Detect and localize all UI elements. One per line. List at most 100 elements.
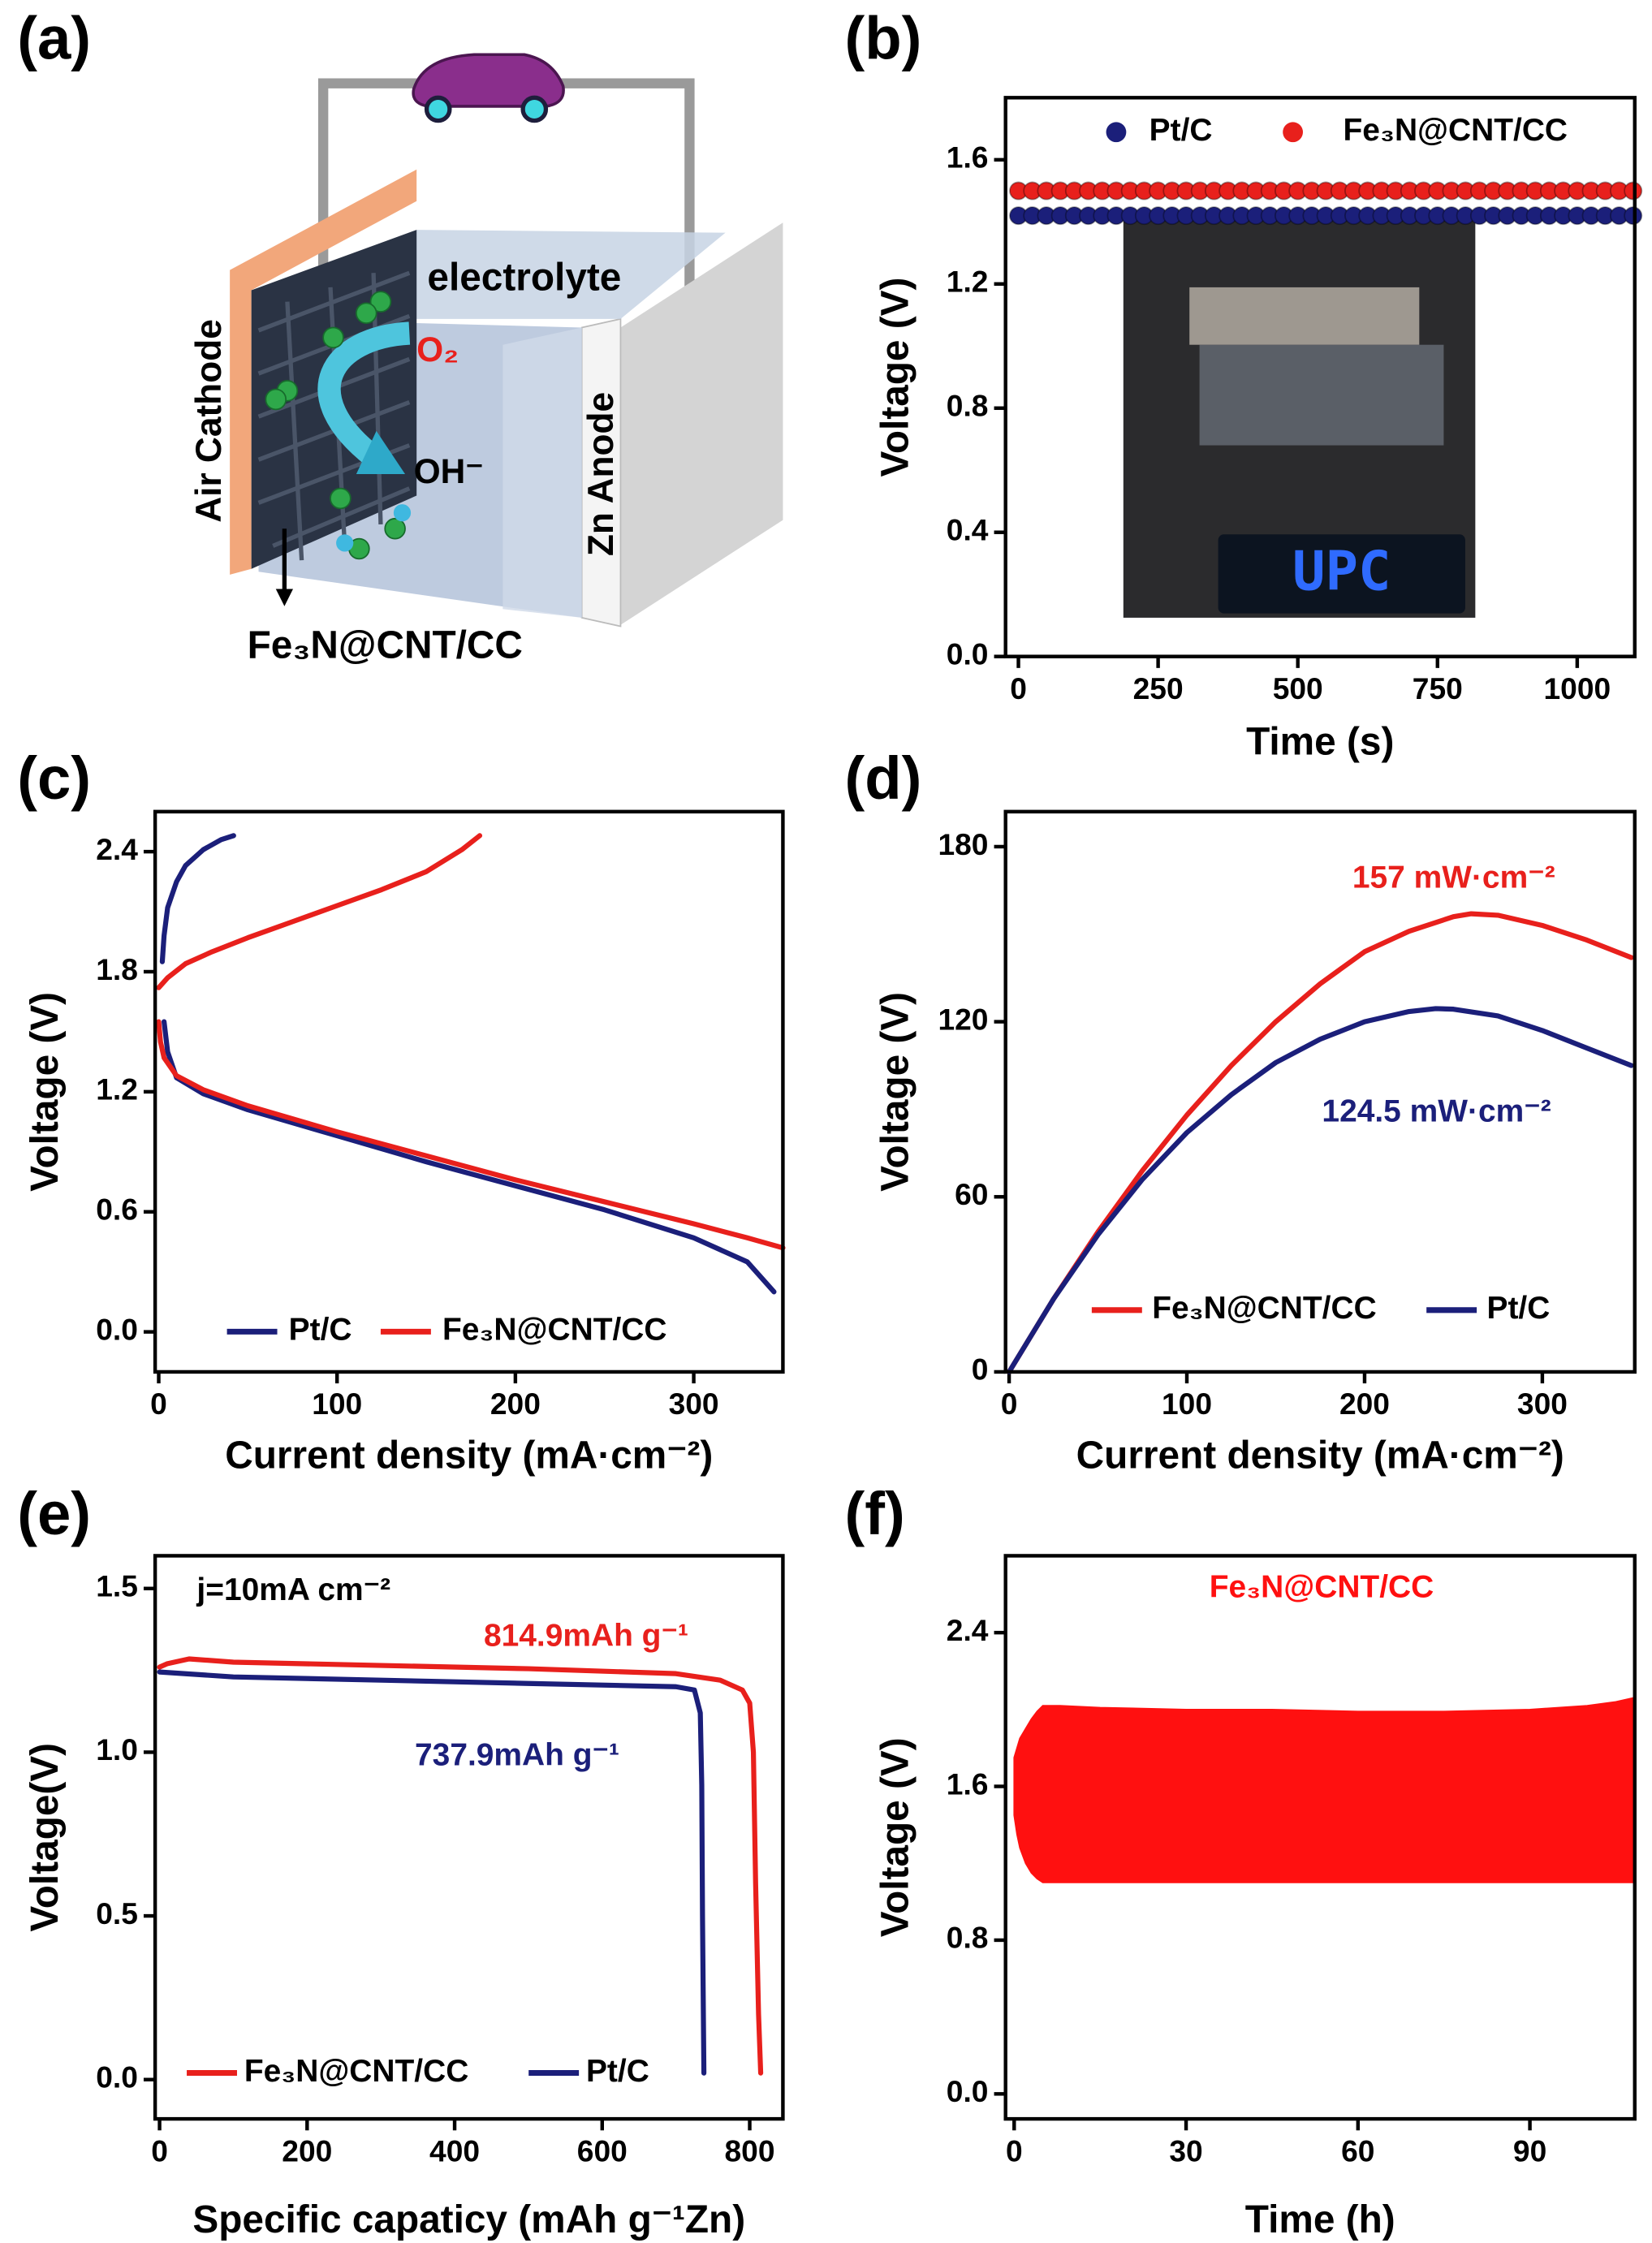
panel-label: (a) <box>17 5 91 72</box>
label: OH⁻ <box>414 452 484 490</box>
photo-device <box>1199 344 1444 446</box>
chart: (d) 0 100 200 300 0 60 120 180 Current density (m… <box>845 744 1637 1477</box>
x-tick-label: 300 <box>1517 1387 1568 1421</box>
wire <box>317 78 420 345</box>
legend-label: Pt/C <box>586 2054 649 2089</box>
x-tick-label: 800 <box>725 2133 775 2168</box>
air-cathode <box>230 169 417 575</box>
y-tick-label: 1.8 <box>96 952 138 986</box>
legend-label: Fe₃N@CNT/CC <box>1344 113 1568 148</box>
ion <box>393 504 412 522</box>
x-tick-label: 30 <box>1169 2133 1202 2168</box>
plot-frame <box>153 809 785 1374</box>
led-display <box>1218 534 1465 614</box>
panel-label: (f) <box>845 1480 905 1547</box>
annotation: 737.9mAh g⁻¹ <box>415 1737 619 1772</box>
legend-label: Fe₃N@CNT/CC <box>442 1313 667 1348</box>
annotation: 124.5 mW·cm⁻² <box>1322 1094 1551 1129</box>
x-tick-label: 250 <box>1133 671 1184 705</box>
reaction-arrow <box>317 321 411 466</box>
y-tick-label: 0.0 <box>947 637 989 671</box>
series-line <box>1006 1006 1634 1375</box>
legend-marker <box>1283 122 1303 143</box>
x-axis-label: Current density (mA·cm⁻²) <box>225 1434 713 1477</box>
x-tick-label: 60 <box>1341 2133 1374 2168</box>
plot-frame <box>153 1554 785 2121</box>
x-tick-label: 0 <box>1006 2133 1023 2168</box>
chart: (c) 0 100 200 300 0.0 0.6 1.2 1.8 2.4 Current dens… <box>17 744 786 1477</box>
legend-label: Pt/C <box>1487 1291 1551 1326</box>
annotation: j=10mA cm⁻² <box>196 1572 390 1607</box>
y-tick-label: 0.0 <box>96 1312 138 1346</box>
car-wheel <box>424 95 452 123</box>
label: electrolyte <box>427 257 621 300</box>
series-line <box>157 1656 764 2076</box>
photo-inset: UPC <box>1123 218 1476 618</box>
label: Zn Anode <box>581 392 621 556</box>
legend-label: Pt/C <box>289 1313 352 1348</box>
panel-label: (d) <box>845 744 922 812</box>
y-axis-label: Voltage (V) <box>874 992 917 1192</box>
y-tick-label: 1.6 <box>947 140 989 175</box>
chart: (e) 0 200 400 600 800 0.0 0.5 1.0 1.5 Specific cap… <box>17 1480 785 2241</box>
anode-side <box>620 222 783 625</box>
annotation: 814.9mAh g⁻¹ <box>484 1619 688 1654</box>
y-tick-label: 1.0 <box>96 1732 138 1766</box>
chart: (f) 0 30 60 90 0.0 0.8 1.6 2.4 Time (h) Voltage (V… <box>845 1480 1637 2241</box>
legend-label: Fe₃N@CNT/CC <box>1152 1291 1377 1326</box>
photo-device <box>1189 287 1420 345</box>
y-tick-label: 1.6 <box>947 1766 989 1801</box>
y-tick-label: 0.4 <box>947 513 989 547</box>
y-tick-label: 0.8 <box>947 1921 989 1955</box>
x-tick-label: 100 <box>1162 1387 1212 1421</box>
x-tick-label: 0 <box>1010 671 1027 705</box>
molecule <box>384 517 406 540</box>
x-tick-label: 400 <box>429 2133 480 2168</box>
electrolyte-face <box>503 327 582 618</box>
y-tick-label: 0 <box>972 1352 989 1387</box>
x-tick-label: 0 <box>1001 1387 1018 1421</box>
x-axis-label: Time (h) <box>1245 2198 1395 2241</box>
legend-label: Pt/C <box>1149 113 1213 148</box>
y-tick-label: 0.8 <box>947 389 989 423</box>
label: Air Cathode <box>189 319 229 523</box>
x-tick-label: 0 <box>151 2133 168 2168</box>
y-tick-label: 2.4 <box>96 832 138 866</box>
x-tick-label: 1000 <box>1544 671 1611 705</box>
pointer-arrowhead <box>275 589 293 606</box>
label: Fe₃N@CNT/CC <box>248 624 523 667</box>
car-wheel <box>520 95 549 123</box>
y-axis-label: Voltage(V) <box>24 1743 67 1932</box>
x-axis-label: Specific capaticy (mAh g⁻¹Zn) <box>192 2198 745 2241</box>
y-tick-label: 2.4 <box>947 1613 989 1647</box>
x-tick-label: 90 <box>1513 2133 1546 2168</box>
ion <box>336 534 354 552</box>
y-axis-label: Voltage (V) <box>24 992 67 1192</box>
x-tick-label: 100 <box>312 1387 362 1421</box>
y-tick-label: 1.2 <box>96 1072 138 1106</box>
legend-marker <box>1106 122 1127 143</box>
series-line <box>157 1669 707 2076</box>
x-tick-label: 200 <box>1339 1387 1390 1421</box>
y-tick-label: 1.2 <box>947 265 989 299</box>
y-tick-label: 1.5 <box>96 1569 138 1603</box>
x-axis-label: Time (s) <box>1246 720 1394 763</box>
molecule <box>322 326 344 349</box>
y-tick-label: 60 <box>955 1177 988 1211</box>
label: O₂ <box>416 330 459 369</box>
series-line <box>156 833 786 1251</box>
panel-label: (c) <box>17 744 91 812</box>
x-tick-label: 600 <box>577 2133 628 2168</box>
y-tick-label: 0.6 <box>96 1193 138 1227</box>
x-tick-label: 0 <box>150 1387 167 1421</box>
wire <box>534 78 695 295</box>
annotation: 157 mW·cm⁻² <box>1352 860 1555 895</box>
y-axis-label: Voltage (V) <box>874 278 917 477</box>
y-axis-label: Voltage (V) <box>874 1737 917 1937</box>
y-tick-label: 0.0 <box>947 2074 989 2108</box>
legend-label: Fe₃N@CNT/CC <box>1210 1569 1434 1604</box>
panel-label: (e) <box>17 1480 91 1547</box>
x-tick-label: 200 <box>282 2133 332 2168</box>
plot-frame <box>1003 96 1637 658</box>
molecule <box>369 291 392 313</box>
